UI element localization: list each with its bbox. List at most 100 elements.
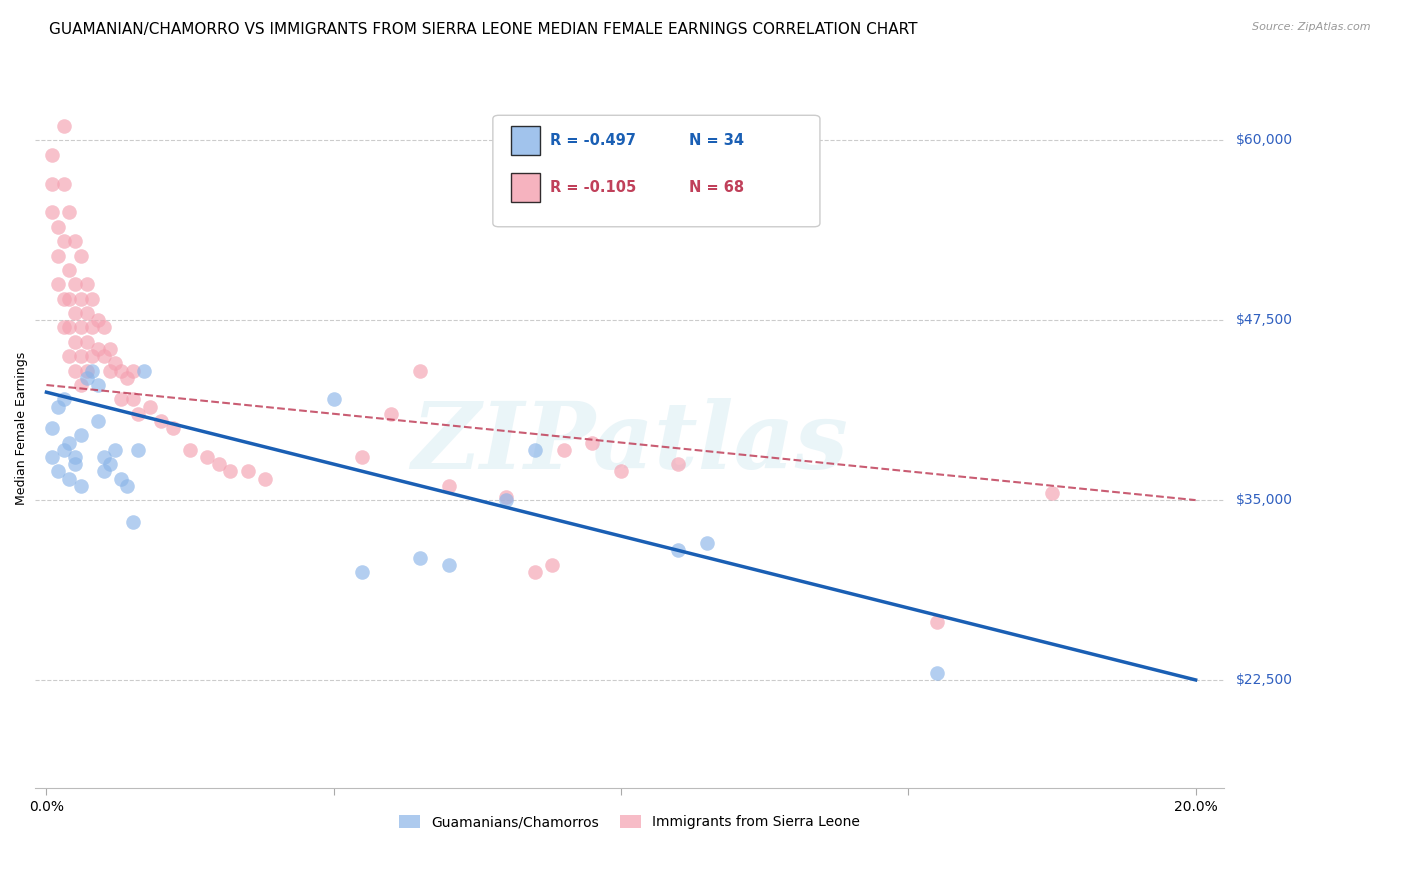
Point bbox=[70, 349, 93, 363]
Point bbox=[523, 442, 546, 457]
Point bbox=[127, 442, 149, 457]
Point bbox=[696, 536, 718, 550]
Point bbox=[87, 342, 110, 356]
Point bbox=[76, 364, 98, 378]
Point bbox=[82, 349, 104, 363]
Point bbox=[610, 464, 633, 478]
Point bbox=[523, 565, 546, 579]
Point bbox=[70, 428, 93, 442]
Point bbox=[58, 320, 80, 334]
Point bbox=[93, 450, 115, 464]
Point bbox=[70, 248, 93, 262]
Point bbox=[58, 349, 80, 363]
Point bbox=[219, 464, 242, 478]
Point bbox=[63, 364, 86, 378]
Text: $60,000: $60,000 bbox=[1236, 134, 1292, 147]
Point bbox=[93, 349, 115, 363]
Point bbox=[104, 356, 127, 370]
Point bbox=[98, 457, 121, 471]
Point bbox=[322, 392, 344, 407]
Point bbox=[668, 457, 690, 471]
Point bbox=[127, 407, 149, 421]
Point bbox=[76, 334, 98, 349]
Point bbox=[41, 421, 63, 435]
Point bbox=[162, 421, 184, 435]
Point bbox=[437, 479, 460, 493]
Point bbox=[253, 471, 276, 485]
Point bbox=[63, 277, 86, 292]
Point bbox=[63, 234, 86, 248]
Point bbox=[82, 320, 104, 334]
Point bbox=[87, 378, 110, 392]
Point bbox=[58, 263, 80, 277]
Point bbox=[495, 490, 517, 504]
Point bbox=[87, 414, 110, 428]
Point bbox=[52, 320, 75, 334]
Point bbox=[437, 558, 460, 572]
Point bbox=[208, 457, 231, 471]
Point bbox=[121, 515, 143, 529]
FancyBboxPatch shape bbox=[494, 115, 820, 227]
Point bbox=[76, 277, 98, 292]
Point bbox=[41, 205, 63, 219]
Point bbox=[495, 493, 517, 508]
Point bbox=[115, 479, 138, 493]
Point bbox=[41, 450, 63, 464]
Point bbox=[352, 565, 374, 579]
FancyBboxPatch shape bbox=[510, 173, 540, 202]
Point bbox=[409, 364, 432, 378]
Point bbox=[150, 414, 173, 428]
Point bbox=[46, 464, 69, 478]
Point bbox=[104, 442, 127, 457]
Point bbox=[121, 364, 143, 378]
Point bbox=[52, 292, 75, 306]
Point bbox=[63, 306, 86, 320]
Point bbox=[352, 450, 374, 464]
FancyBboxPatch shape bbox=[510, 126, 540, 155]
Text: N = 34: N = 34 bbox=[689, 133, 744, 148]
Text: Source: ZipAtlas.com: Source: ZipAtlas.com bbox=[1253, 22, 1371, 32]
Text: $35,000: $35,000 bbox=[1236, 493, 1292, 508]
Text: R = -0.105: R = -0.105 bbox=[550, 179, 636, 194]
Point bbox=[63, 457, 86, 471]
Point bbox=[925, 665, 948, 680]
Text: GUAMANIAN/CHAMORRO VS IMMIGRANTS FROM SIERRA LEONE MEDIAN FEMALE EARNINGS CORREL: GUAMANIAN/CHAMORRO VS IMMIGRANTS FROM SI… bbox=[49, 22, 918, 37]
Point bbox=[70, 320, 93, 334]
Point bbox=[52, 234, 75, 248]
Point bbox=[668, 543, 690, 558]
Legend: Guamanians/Chamorros, Immigrants from Sierra Leone: Guamanians/Chamorros, Immigrants from Si… bbox=[394, 810, 865, 835]
Point bbox=[41, 177, 63, 191]
Point bbox=[541, 558, 564, 572]
Point bbox=[52, 392, 75, 407]
Point bbox=[93, 464, 115, 478]
Point bbox=[41, 148, 63, 162]
Point bbox=[380, 407, 402, 421]
Point bbox=[98, 364, 121, 378]
Point bbox=[58, 435, 80, 450]
Point bbox=[553, 442, 575, 457]
Text: $22,500: $22,500 bbox=[1236, 673, 1292, 687]
Point bbox=[179, 442, 201, 457]
Point bbox=[110, 392, 132, 407]
Point bbox=[110, 471, 132, 485]
Point bbox=[76, 306, 98, 320]
Point bbox=[925, 615, 948, 630]
Point bbox=[63, 334, 86, 349]
Point bbox=[236, 464, 259, 478]
Point bbox=[58, 471, 80, 485]
Point bbox=[1040, 486, 1063, 500]
Text: R = -0.497: R = -0.497 bbox=[550, 133, 636, 148]
Point bbox=[46, 219, 69, 234]
Point bbox=[98, 342, 121, 356]
Point bbox=[70, 292, 93, 306]
Point bbox=[82, 364, 104, 378]
Point bbox=[134, 364, 156, 378]
Text: N = 68: N = 68 bbox=[689, 179, 744, 194]
Text: $47,500: $47,500 bbox=[1236, 313, 1292, 327]
Point bbox=[139, 400, 162, 414]
Point bbox=[121, 392, 143, 407]
Point bbox=[70, 378, 93, 392]
Point bbox=[63, 450, 86, 464]
Point bbox=[46, 248, 69, 262]
Point bbox=[115, 371, 138, 385]
